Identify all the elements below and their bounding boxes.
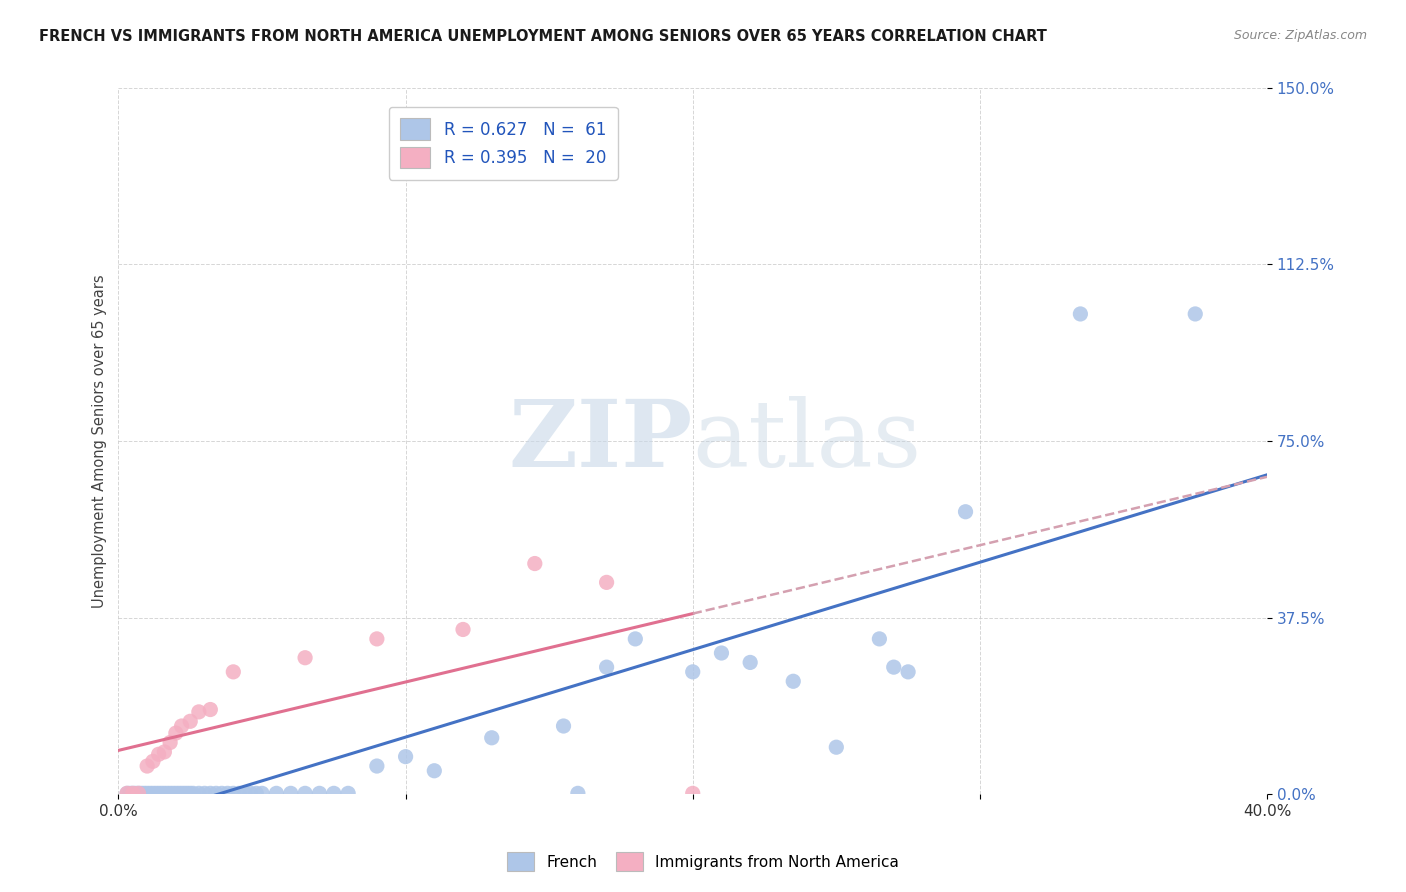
Point bbox=[682, 786, 704, 800]
Point bbox=[250, 786, 273, 800]
Point bbox=[179, 786, 201, 800]
Point bbox=[423, 764, 446, 778]
Point bbox=[115, 786, 138, 800]
Point bbox=[308, 786, 330, 800]
Point bbox=[153, 786, 176, 800]
Point bbox=[233, 786, 256, 800]
Point bbox=[710, 646, 733, 660]
Point bbox=[1069, 307, 1091, 321]
Point bbox=[162, 786, 184, 800]
Point bbox=[167, 786, 190, 800]
Point bbox=[782, 674, 804, 689]
Point bbox=[322, 786, 344, 800]
Text: ZIP: ZIP bbox=[509, 396, 693, 486]
Text: FRENCH VS IMMIGRANTS FROM NORTH AMERICA UNEMPLOYMENT AMONG SENIORS OVER 65 YEARS: FRENCH VS IMMIGRANTS FROM NORTH AMERICA … bbox=[39, 29, 1047, 44]
Point bbox=[481, 731, 503, 745]
Point bbox=[148, 786, 170, 800]
Point bbox=[294, 650, 316, 665]
Point bbox=[170, 719, 193, 733]
Y-axis label: Unemployment Among Seniors over 65 years: Unemployment Among Seniors over 65 years bbox=[93, 274, 107, 608]
Point bbox=[222, 786, 245, 800]
Point bbox=[366, 759, 388, 773]
Point bbox=[266, 786, 288, 800]
Point bbox=[205, 786, 228, 800]
Point bbox=[165, 726, 187, 740]
Point bbox=[280, 786, 302, 800]
Point bbox=[121, 786, 143, 800]
Point bbox=[121, 786, 143, 800]
Point bbox=[868, 632, 890, 646]
Point bbox=[200, 786, 222, 800]
Point bbox=[883, 660, 905, 674]
Point bbox=[115, 786, 138, 800]
Point bbox=[239, 786, 262, 800]
Point bbox=[131, 786, 153, 800]
Point bbox=[222, 665, 245, 679]
Point bbox=[682, 665, 704, 679]
Point bbox=[179, 714, 201, 729]
Point bbox=[200, 702, 222, 716]
Point bbox=[156, 786, 179, 800]
Point bbox=[955, 505, 977, 519]
Legend: R = 0.627   N =  61, R = 0.395   N =  20: R = 0.627 N = 61, R = 0.395 N = 20 bbox=[388, 107, 617, 179]
Point bbox=[451, 623, 474, 637]
Point bbox=[128, 786, 150, 800]
Point bbox=[366, 632, 388, 646]
Point bbox=[148, 747, 170, 762]
Text: atlas: atlas bbox=[693, 396, 922, 486]
Point bbox=[211, 786, 233, 800]
Point bbox=[150, 786, 173, 800]
Point bbox=[159, 735, 181, 749]
Point bbox=[897, 665, 920, 679]
Point bbox=[170, 786, 193, 800]
Point bbox=[153, 745, 176, 759]
Point bbox=[740, 656, 762, 670]
Point bbox=[176, 786, 198, 800]
Point bbox=[194, 786, 217, 800]
Point bbox=[228, 786, 250, 800]
Text: Source: ZipAtlas.com: Source: ZipAtlas.com bbox=[1233, 29, 1367, 42]
Point bbox=[128, 786, 150, 800]
Point bbox=[159, 786, 181, 800]
Point bbox=[136, 759, 159, 773]
Point bbox=[181, 786, 204, 800]
Point bbox=[1184, 307, 1206, 321]
Point bbox=[134, 786, 156, 800]
Point bbox=[595, 660, 617, 674]
Point bbox=[142, 755, 165, 769]
Point bbox=[245, 786, 267, 800]
Point bbox=[136, 786, 159, 800]
Point bbox=[118, 786, 141, 800]
Point bbox=[124, 786, 146, 800]
Point bbox=[142, 786, 165, 800]
Point bbox=[553, 719, 575, 733]
Point bbox=[187, 705, 209, 719]
Point bbox=[624, 632, 647, 646]
Point bbox=[145, 786, 167, 800]
Point bbox=[165, 786, 187, 800]
Point bbox=[173, 786, 195, 800]
Point bbox=[595, 575, 617, 590]
Point bbox=[523, 557, 546, 571]
Point bbox=[394, 749, 416, 764]
Point bbox=[139, 786, 162, 800]
Point bbox=[825, 740, 848, 755]
Point bbox=[567, 786, 589, 800]
Point bbox=[217, 786, 239, 800]
Point bbox=[187, 786, 209, 800]
Legend: French, Immigrants from North America: French, Immigrants from North America bbox=[501, 847, 905, 877]
Point bbox=[294, 786, 316, 800]
Point bbox=[337, 786, 360, 800]
